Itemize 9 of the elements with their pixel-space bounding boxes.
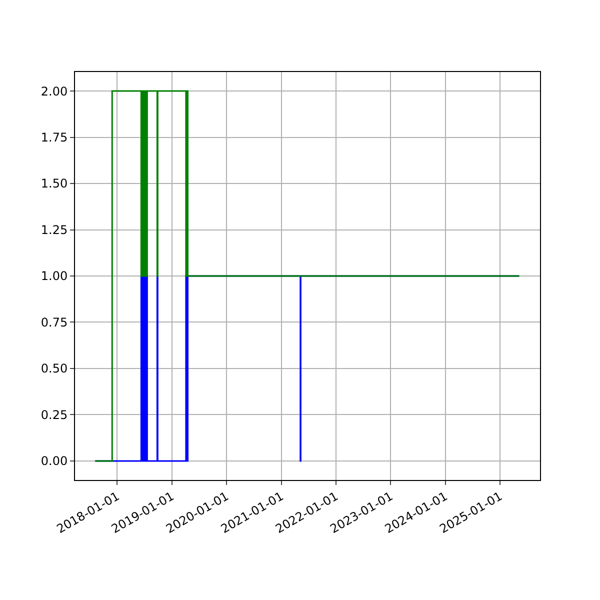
y-tick-label: 1.50 <box>40 176 68 191</box>
y-tick-label: 0.00 <box>40 454 68 468</box>
y-tick-label: 1.00 <box>40 269 68 284</box>
y-tick-label: 2.00 <box>40 84 68 98</box>
y-tick-label: 0.75 <box>40 315 68 330</box>
y-tick-label: 1.25 <box>40 222 68 237</box>
y-tick-label: 0.50 <box>40 362 68 376</box>
y-tick-label: 0.25 <box>40 408 68 422</box>
y-tick-label: 1.75 <box>40 130 68 144</box>
